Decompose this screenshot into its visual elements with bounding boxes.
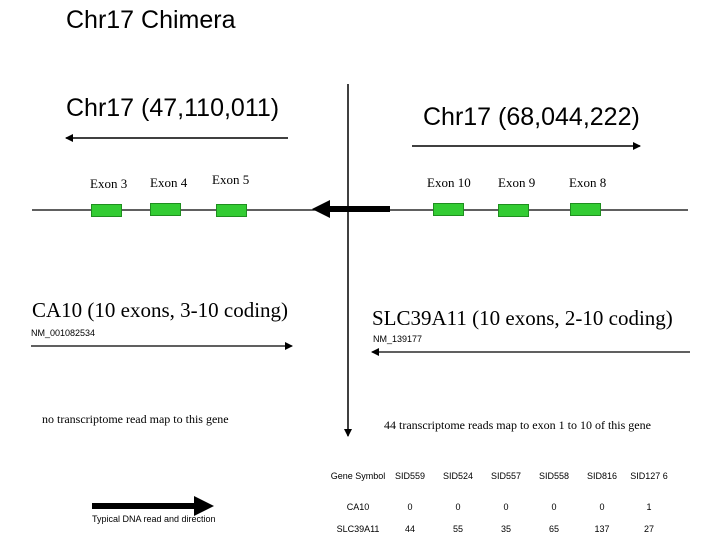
table-row: SLC39A11 44 55 35 65 137 27: [330, 518, 672, 540]
exon-label: Exon 3: [90, 176, 128, 191]
table-cell: CA10: [346, 502, 370, 512]
slc39a11-accession: NM_139177: [373, 334, 423, 344]
exon-box: [570, 203, 601, 216]
exon-label: Exon 5: [212, 172, 250, 187]
table-cell: 55: [452, 524, 463, 534]
table-cell: 27: [643, 524, 654, 534]
table-header-row: Gene Symbol SID559 SID524 SID557 SID558 …: [330, 456, 672, 496]
slc39a11-gene-title: SLC39A11 (10 exons, 2-10 coding): [372, 306, 673, 330]
table-cell: 0: [551, 502, 557, 512]
legend-label: Typical DNA read and direction: [92, 514, 216, 524]
table-cell: 137: [594, 524, 610, 534]
exon-box: [150, 203, 181, 216]
table-cell: 1: [646, 502, 652, 512]
exon-label: Exon 4: [150, 175, 188, 190]
ca10-gene-title: CA10 (10 exons, 3-10 coding): [32, 298, 289, 322]
exon-box: [216, 204, 247, 217]
table-header-cell: SID558: [538, 471, 570, 481]
ca10-read-note: no transcriptome read map to this gene: [42, 412, 229, 426]
table-cell: SLC39A11: [336, 524, 380, 534]
exon-label: Exon 8: [569, 175, 607, 190]
table-header-cell: SID816: [586, 471, 618, 481]
exon-box: [433, 203, 464, 216]
table-header-cell: SID559: [394, 471, 426, 481]
table-cell: 0: [503, 502, 509, 512]
table-cell: 44: [404, 524, 415, 534]
exon-box: [91, 204, 122, 217]
exon-label: Exon 9: [498, 175, 536, 190]
slc39a11-read-note: 44 transcriptome reads map to exon 1 to …: [384, 418, 651, 432]
read-count-table: Gene Symbol SID559 SID524 SID557 SID558 …: [330, 456, 672, 540]
table-cell: 0: [407, 502, 413, 512]
table-cell: 0: [455, 502, 461, 512]
table-header-cell: SID557: [490, 471, 522, 481]
table-cell: 35: [500, 524, 511, 534]
page-title: Chr17 Chimera: [66, 6, 236, 34]
legend-arrowhead: [194, 496, 214, 516]
table-header-cell: Gene Symbol: [330, 471, 386, 481]
exon-label: Exon 10: [427, 175, 471, 190]
left-coordinate-label: Chr17 (47,110,011): [66, 94, 280, 122]
read-arrowhead: [312, 200, 330, 218]
right-coordinate-label: Chr17 (68,044,222): [423, 103, 640, 131]
exon-box: [498, 204, 529, 217]
table-row: CA10 0 0 0 0 0 1: [330, 496, 672, 518]
table-cell: 0: [599, 502, 605, 512]
ca10-accession: NM_001082534: [31, 328, 96, 338]
table-header-cell: SID524: [442, 471, 474, 481]
table-header-cell: SID127 6: [630, 471, 668, 481]
table-cell: 65: [548, 524, 559, 534]
